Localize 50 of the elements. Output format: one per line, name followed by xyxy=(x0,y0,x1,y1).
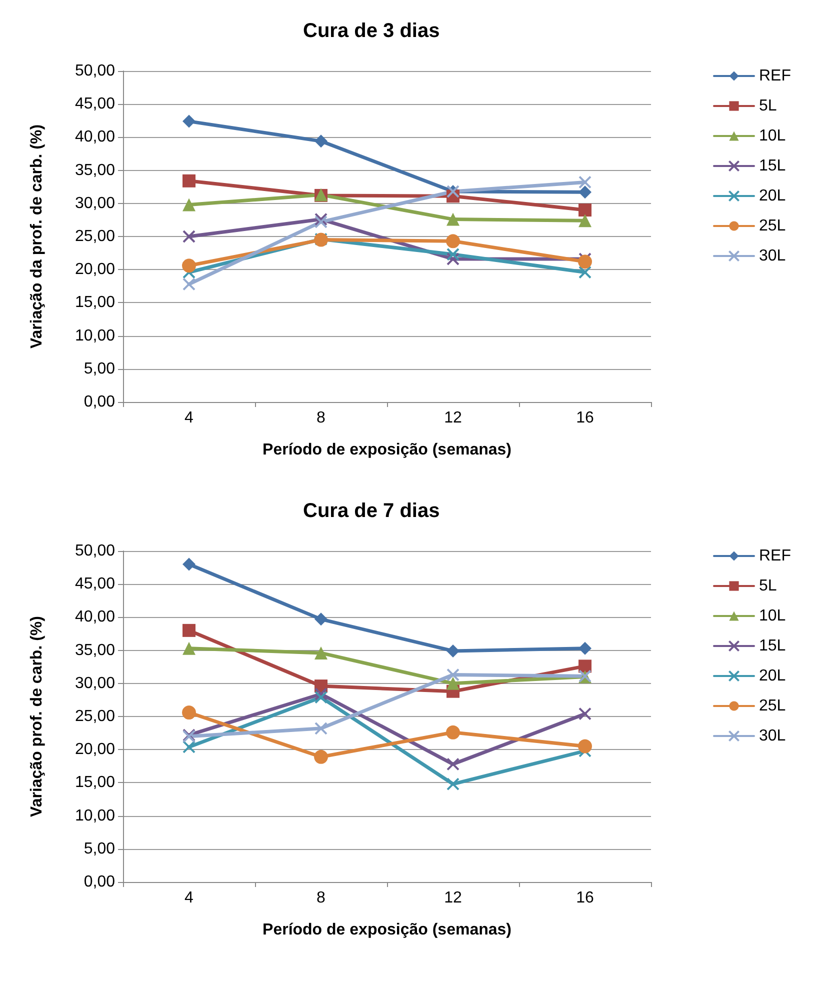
y-axis-title: Variação da prof. de carb. (%) xyxy=(28,124,46,349)
legend-label: 20L xyxy=(759,188,786,204)
x-tick-label: 8 xyxy=(316,890,326,906)
y-axis-title: Variação prof. de carb. (%) xyxy=(28,616,46,817)
legend-label: 15L xyxy=(759,638,786,654)
x-axis-title: Período de exposição (semanas) xyxy=(262,442,512,458)
y-tick-label: 15,00 xyxy=(74,294,116,312)
legend-label: REF xyxy=(759,68,792,84)
y-tick-label: 35,00 xyxy=(74,162,116,179)
legend-label: 5L xyxy=(759,578,777,594)
x-tick-label: 16 xyxy=(576,890,594,906)
y-tick-label: 15,00 xyxy=(74,774,116,792)
chart-title: Cura de 7 dias xyxy=(303,500,440,522)
legend-label: 25L xyxy=(759,698,786,714)
x-tick-label: 4 xyxy=(184,890,194,906)
y-tick-label: 20,00 xyxy=(74,261,116,278)
legend-label: 30L xyxy=(759,728,786,744)
x-tick-label: 12 xyxy=(444,410,462,426)
x-tick-label: 16 xyxy=(576,410,594,426)
y-tick-label: 35,00 xyxy=(74,642,116,659)
y-tick-label: 30,00 xyxy=(74,194,116,212)
x-axis-title: Período de exposição (semanas) xyxy=(262,922,512,938)
y-tick-label: 50,00 xyxy=(74,542,116,560)
y-tick-label: 45,00 xyxy=(74,576,116,593)
y-tick-label: 40,00 xyxy=(74,608,116,626)
x-tick-label: 12 xyxy=(444,890,462,906)
x-tick-label: 4 xyxy=(184,410,194,426)
legend-label: 5L xyxy=(759,98,777,114)
y-tick-label: 25,00 xyxy=(74,708,116,725)
y-tick-label: 10,00 xyxy=(74,807,116,824)
legend-label: REF xyxy=(759,548,792,564)
x-tick-label: 8 xyxy=(316,410,326,426)
y-tick-label: 50,00 xyxy=(74,62,116,80)
legend-label: 20L xyxy=(759,668,786,684)
y-tick-label: 45,00 xyxy=(74,96,116,113)
y-tick-label: 0,00 xyxy=(84,394,116,410)
legend-label: 10L xyxy=(759,608,786,624)
chart-title: Cura de 3 dias xyxy=(303,20,440,42)
legend-label: 25L xyxy=(759,218,786,234)
y-tick-label: 10,00 xyxy=(74,327,116,344)
legend-label: 10L xyxy=(759,128,786,144)
legend-label: 30L xyxy=(759,248,786,264)
legend-label: 15L xyxy=(759,158,786,174)
y-tick-label: 25,00 xyxy=(74,228,116,245)
y-tick-label: 0,00 xyxy=(84,874,116,890)
y-tick-label: 30,00 xyxy=(74,674,116,692)
y-tick-label: 5,00 xyxy=(84,840,116,858)
y-tick-label: 5,00 xyxy=(84,360,116,378)
y-tick-label: 40,00 xyxy=(74,128,116,146)
y-tick-label: 20,00 xyxy=(74,741,116,758)
